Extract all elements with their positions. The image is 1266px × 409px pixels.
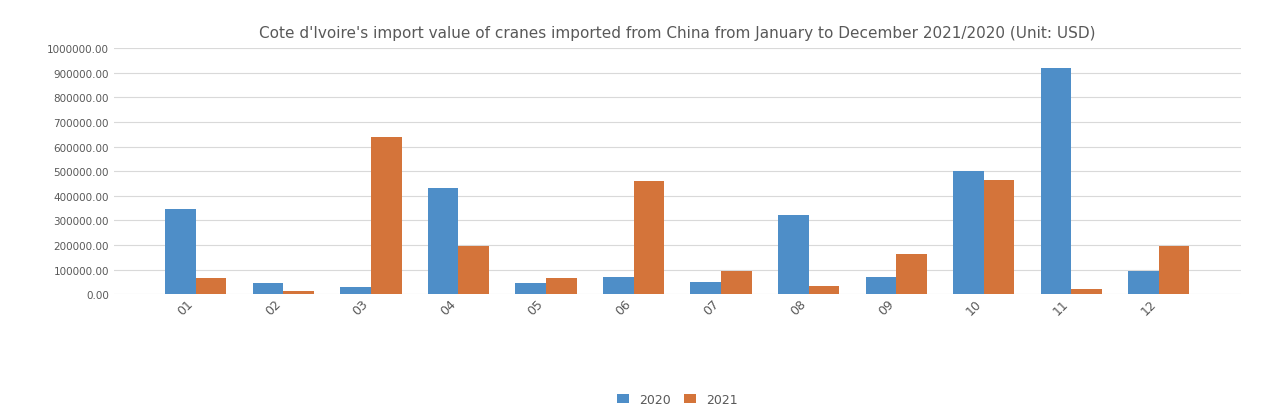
Bar bbox=[1158, 247, 1190, 294]
Bar bbox=[603, 277, 633, 294]
Legend: 2020, 2021: 2020, 2021 bbox=[610, 387, 744, 409]
Bar bbox=[984, 180, 1014, 294]
Title: Cote d'Ivoire's import value of cranes imported from China from January to Decem: Cote d'Ivoire's import value of cranes i… bbox=[260, 26, 1095, 41]
Bar bbox=[722, 271, 752, 294]
Bar bbox=[866, 277, 896, 294]
Bar bbox=[253, 283, 284, 294]
Bar bbox=[690, 282, 722, 294]
Bar bbox=[371, 137, 401, 294]
Bar bbox=[633, 182, 665, 294]
Bar bbox=[165, 210, 196, 294]
Bar bbox=[896, 254, 927, 294]
Bar bbox=[458, 247, 489, 294]
Bar bbox=[779, 216, 809, 294]
Bar bbox=[1128, 271, 1158, 294]
Bar bbox=[515, 283, 546, 294]
Bar bbox=[284, 291, 314, 294]
Bar bbox=[428, 189, 458, 294]
Bar bbox=[196, 279, 227, 294]
Bar bbox=[341, 287, 371, 294]
Bar bbox=[1071, 289, 1101, 294]
Bar bbox=[1041, 69, 1071, 294]
Bar bbox=[953, 172, 984, 294]
Bar bbox=[809, 286, 839, 294]
Bar bbox=[546, 279, 576, 294]
